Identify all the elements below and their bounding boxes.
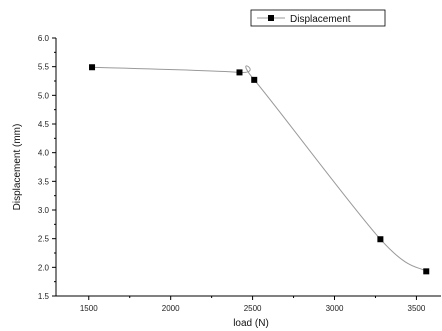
legend-marker <box>268 15 274 21</box>
x-tick-label: 2500 <box>244 304 262 313</box>
y-tick-label: 1.5 <box>38 292 50 301</box>
y-axis-ticks: 1.5 2.0 2.5 3.0 3.5 4.0 4.5 5.0 5.5 6.0 <box>38 34 56 301</box>
x-axis-ticks: 1500 2000 2500 3000 3500 <box>80 296 426 313</box>
data-point-marker <box>251 76 258 83</box>
x-axis-title: load (N) <box>233 318 269 329</box>
y-tick-label: 6.0 <box>38 34 50 43</box>
y-tick-label: 4.5 <box>38 120 50 129</box>
y-tick-label: 5.5 <box>38 63 50 72</box>
legend-label: Displacement <box>290 14 351 25</box>
data-point-marker <box>89 64 96 71</box>
displacement-curve <box>92 65 427 272</box>
y-axis-title: Displacement (mm) <box>12 124 23 211</box>
legend-box <box>250 9 386 27</box>
x-tick-label: 3500 <box>408 304 426 313</box>
y-tick-label: 3.0 <box>38 206 50 215</box>
x-tick-label: 1500 <box>80 304 98 313</box>
y-tick-label: 2.5 <box>38 235 50 244</box>
y-tick-label: 2.0 <box>38 263 50 272</box>
data-point-marker <box>377 236 384 243</box>
y-tick-label: 5.0 <box>38 91 50 100</box>
x-tick-label: 2000 <box>162 304 180 313</box>
x-tick-label: 3000 <box>326 304 344 313</box>
y-tick-label: 3.5 <box>38 177 50 186</box>
legend: Displacement <box>250 9 386 27</box>
data-point-marker <box>236 69 243 76</box>
data-point-marker <box>423 268 430 275</box>
y-tick-label: 4.0 <box>38 149 50 158</box>
displacement-points <box>89 64 430 275</box>
